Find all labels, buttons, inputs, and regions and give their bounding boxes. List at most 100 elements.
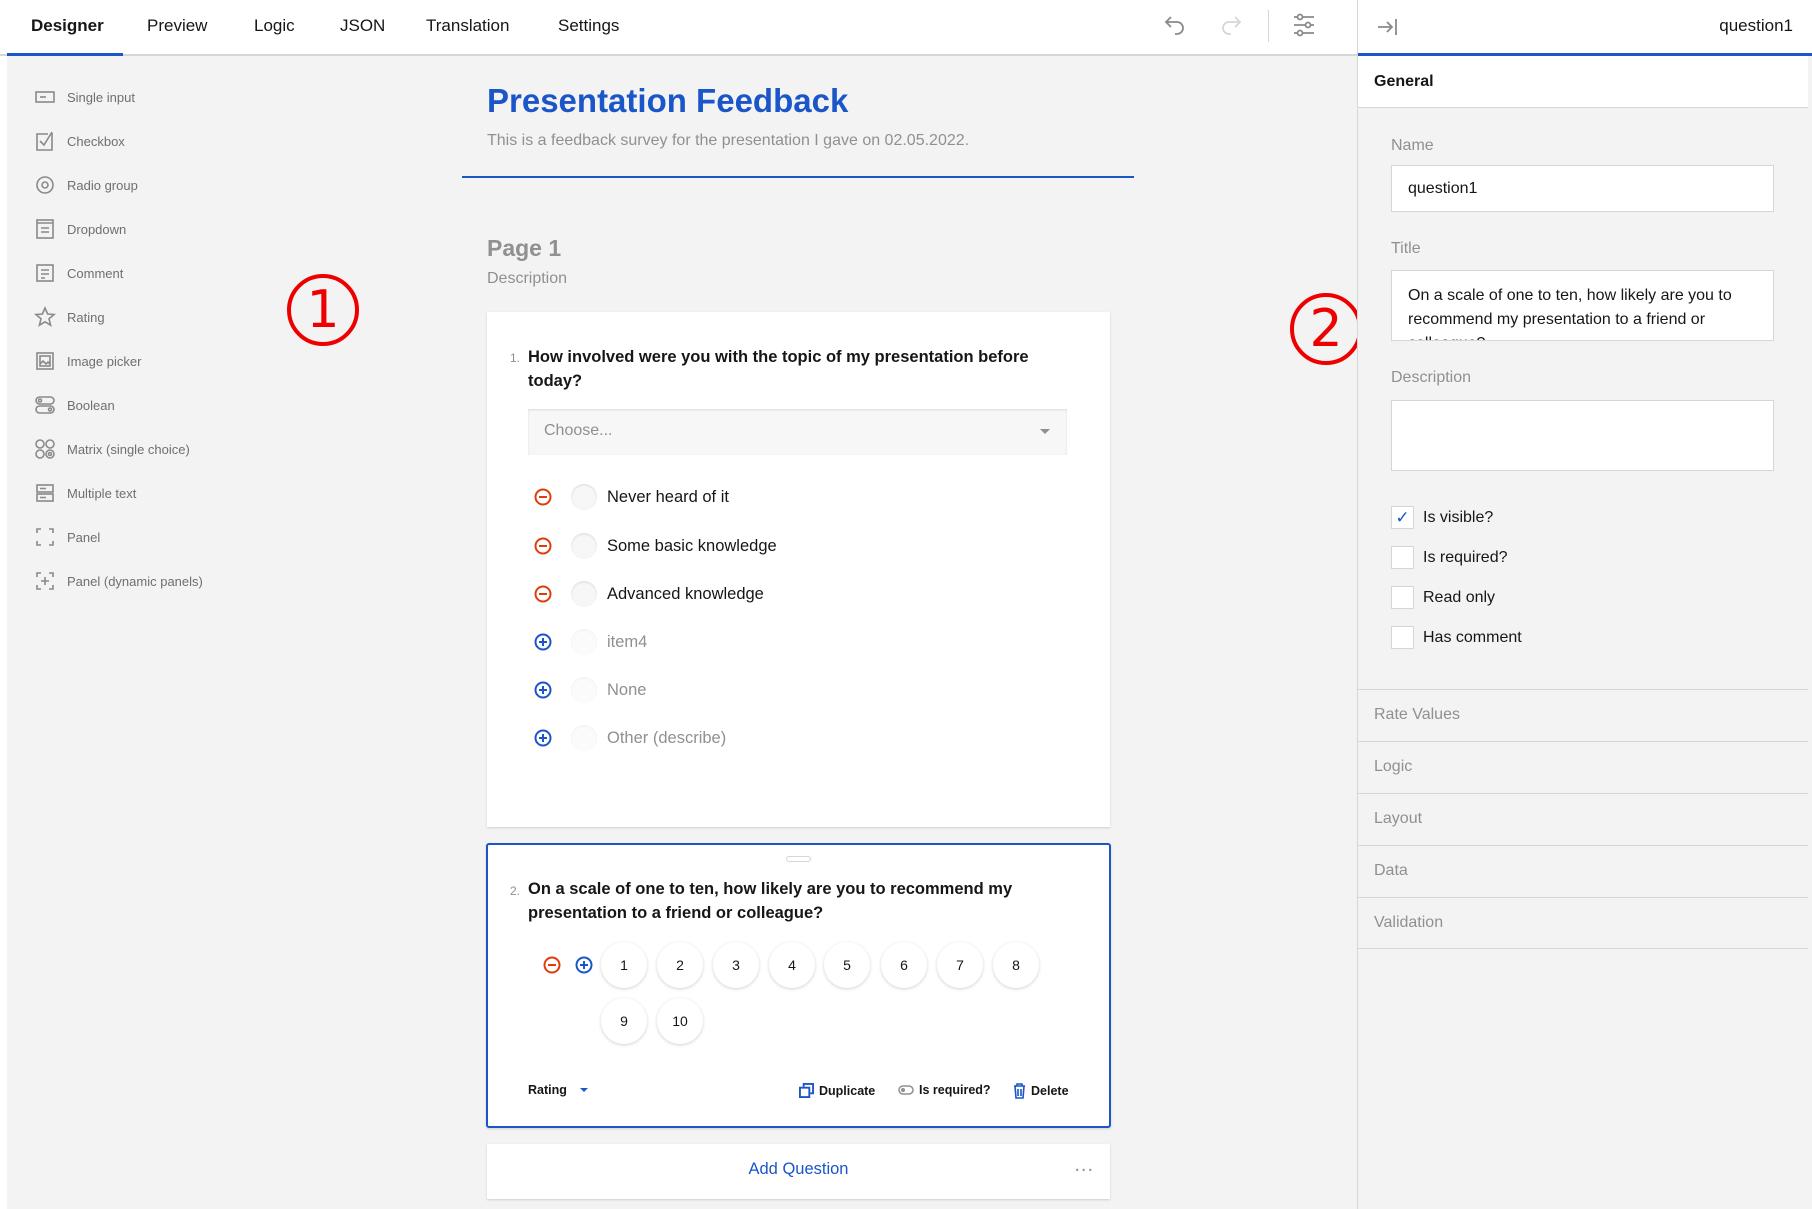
add-icon[interactable] bbox=[533, 680, 553, 700]
checkbox-label: Is visible? bbox=[1423, 508, 1494, 526]
question-title[interactable]: How involved were you with the topic of … bbox=[528, 348, 1029, 390]
section-rate-values[interactable]: Rate Values bbox=[1358, 689, 1808, 741]
rate-item[interactable]: 6 bbox=[881, 942, 927, 988]
toolbox-item-single-input[interactable]: Single input bbox=[34, 82, 135, 112]
toolbox-item-multiple-text[interactable]: Multiple text bbox=[34, 478, 136, 508]
checkbox-icon bbox=[36, 131, 53, 151]
toolbox-item-boolean[interactable]: Boolean bbox=[34, 390, 115, 420]
star-icon bbox=[34, 306, 56, 327]
description-textarea[interactable] bbox=[1391, 400, 1774, 471]
add-rate-icon[interactable] bbox=[574, 955, 594, 975]
rate-item[interactable]: 10 bbox=[657, 998, 703, 1044]
remove-icon[interactable] bbox=[533, 487, 553, 507]
description-label: Description bbox=[1391, 369, 1472, 386]
rate-item[interactable]: 3 bbox=[713, 942, 759, 988]
rate-item[interactable]: 1 bbox=[601, 942, 647, 988]
remove-rate-icon[interactable] bbox=[542, 955, 562, 975]
add-question-button[interactable]: Add Question bbox=[748, 1160, 849, 1178]
tab-json[interactable]: JSON bbox=[340, 16, 386, 35]
remove-icon[interactable] bbox=[533, 536, 553, 556]
radio-button[interactable] bbox=[571, 581, 597, 607]
delete-label: Delete bbox=[1031, 1084, 1069, 1098]
radio-button bbox=[571, 725, 597, 751]
question-type-label: Rating bbox=[528, 1083, 567, 1097]
choice-label[interactable]: None bbox=[607, 680, 647, 699]
toolbox-item-label: Rating bbox=[67, 309, 105, 325]
rate-item[interactable]: 4 bbox=[769, 942, 815, 988]
rate-item[interactable]: 5 bbox=[824, 942, 870, 988]
page-title[interactable]: Page 1 bbox=[487, 235, 562, 261]
choice-label[interactable]: Other (describe) bbox=[607, 728, 727, 747]
question-type-selector[interactable]: Rating bbox=[528, 1083, 588, 1097]
single-input-icon bbox=[35, 91, 55, 103]
drag-handle[interactable] bbox=[786, 856, 811, 862]
section-logic[interactable]: Logic bbox=[1358, 741, 1808, 793]
choice-item: Never heard of it bbox=[533, 483, 729, 511]
radio-button bbox=[571, 677, 597, 703]
toolbox-item-image-picker[interactable]: Image picker bbox=[34, 346, 141, 376]
question-title[interactable]: On a scale of one to ten, how likely are… bbox=[528, 880, 1013, 922]
redo-icon[interactable] bbox=[1219, 12, 1243, 36]
chevron-down-icon bbox=[1040, 429, 1050, 439]
toolbox-item-comment[interactable]: Comment bbox=[34, 258, 123, 288]
question-card-1[interactable] bbox=[487, 312, 1110, 827]
title-label: Title bbox=[1391, 240, 1421, 257]
rate-item[interactable]: 8 bbox=[993, 942, 1039, 988]
choice-label[interactable]: item4 bbox=[607, 632, 648, 651]
toolbox-item-label: Comment bbox=[67, 265, 124, 281]
toolbox-item-dynamic-panel[interactable]: Panel (dynamic panels) bbox=[34, 566, 203, 596]
survey-title[interactable]: Presentation Feedback bbox=[487, 82, 849, 119]
section-layout[interactable]: Layout bbox=[1358, 793, 1808, 845]
radio-group-icon bbox=[36, 176, 54, 194]
delete-button[interactable]: Delete bbox=[1013, 1083, 1069, 1099]
add-icon[interactable] bbox=[533, 728, 553, 748]
multiple-text-icon bbox=[36, 484, 54, 502]
choice-item-placeholder: item4 bbox=[533, 628, 647, 656]
tab-preview[interactable]: Preview bbox=[147, 16, 208, 35]
title-textarea[interactable]: On a scale of one to ten, how likely are… bbox=[1391, 270, 1774, 341]
duplicate-button[interactable]: Duplicate bbox=[799, 1083, 875, 1098]
tab-translation[interactable]: Translation bbox=[426, 16, 510, 35]
more-options-icon[interactable]: ... bbox=[1074, 1154, 1094, 1176]
toolbox-item-panel[interactable]: Panel bbox=[34, 522, 100, 552]
dropdown-select[interactable]: Choose... bbox=[528, 409, 1067, 455]
checkbox-box bbox=[1391, 626, 1414, 649]
toolbar-divider bbox=[1268, 10, 1269, 42]
read-only-checkbox[interactable]: Read only bbox=[1391, 586, 1495, 609]
toolbox-item-dropdown[interactable]: Dropdown bbox=[34, 214, 126, 244]
section-data[interactable]: Data bbox=[1358, 845, 1808, 897]
toolbox-item-label: Radio group bbox=[67, 177, 138, 193]
survey-description[interactable]: This is a feedback survey for the presen… bbox=[487, 132, 970, 149]
tab-logic[interactable]: Logic bbox=[254, 16, 295, 35]
is-visible-checkbox[interactable]: ✓ Is visible? bbox=[1391, 506, 1493, 529]
is-required-checkbox[interactable]: Is required? bbox=[1391, 546, 1508, 569]
toolbox-item-matrix[interactable]: Matrix (single choice) bbox=[34, 434, 190, 464]
collapse-panel-icon[interactable] bbox=[1376, 16, 1398, 38]
toolbox-item-checkbox[interactable]: Checkbox bbox=[34, 126, 125, 156]
toolbox-item-radio-group[interactable]: Radio group bbox=[34, 170, 138, 200]
add-icon[interactable] bbox=[533, 632, 553, 652]
left-edge bbox=[0, 56, 7, 1209]
rate-item[interactable]: 7 bbox=[937, 942, 983, 988]
rate-item[interactable]: 2 bbox=[657, 942, 703, 988]
name-input[interactable] bbox=[1391, 165, 1774, 212]
tab-designer[interactable]: Designer bbox=[31, 16, 104, 35]
choice-label[interactable]: Some basic knowledge bbox=[607, 536, 777, 555]
is-required-toggle[interactable]: Is required? bbox=[898, 1083, 991, 1097]
remove-icon[interactable] bbox=[533, 584, 553, 604]
choice-label[interactable]: Never heard of it bbox=[607, 487, 729, 506]
undo-icon[interactable] bbox=[1163, 12, 1187, 36]
page-description[interactable]: Description bbox=[487, 270, 568, 287]
section-validation[interactable]: Validation bbox=[1358, 897, 1808, 949]
radio-button[interactable] bbox=[571, 533, 597, 559]
rate-item[interactable]: 9 bbox=[601, 998, 647, 1044]
choice-label[interactable]: Advanced knowledge bbox=[607, 584, 764, 603]
radio-button[interactable] bbox=[571, 484, 597, 510]
checkbox-box bbox=[1391, 586, 1414, 609]
tab-settings[interactable]: Settings bbox=[558, 16, 620, 35]
section-general[interactable]: General bbox=[1358, 56, 1808, 108]
toolbox-item-rating[interactable]: Rating bbox=[34, 302, 105, 332]
settings-icon[interactable] bbox=[1292, 12, 1316, 38]
top-toolbar: Designer Preview Logic JSON Translation … bbox=[0, 0, 1357, 56]
has-comment-checkbox[interactable]: Has comment bbox=[1391, 626, 1522, 649]
